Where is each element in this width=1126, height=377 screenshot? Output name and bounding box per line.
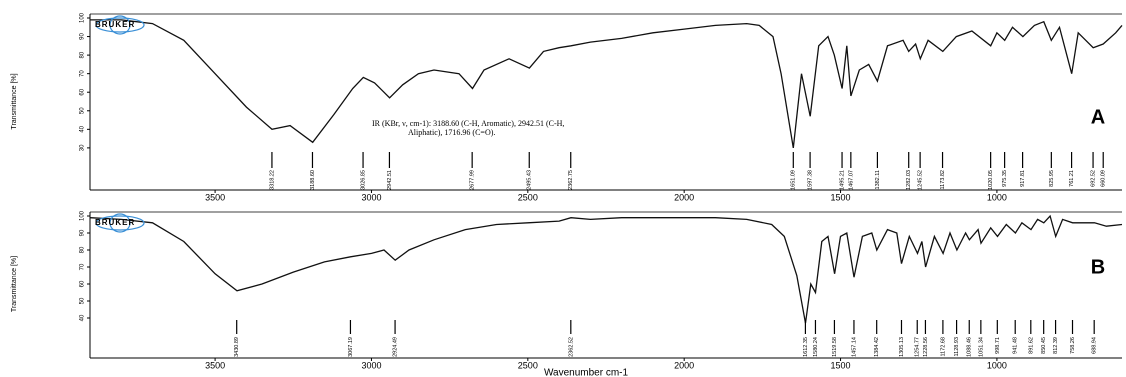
x-axis-label: Wavenumber cm-1 xyxy=(544,368,629,377)
annotation: Aliphatic), 1716.96 (C=O). xyxy=(408,128,495,137)
y-tick-label: 60 xyxy=(80,280,86,287)
x-tick-label: 2000 xyxy=(674,192,694,202)
peak-label: 758.26 xyxy=(1070,337,1076,354)
y-axis-label: Transmittance [%] xyxy=(11,73,18,129)
x-tick-label: 1000 xyxy=(987,360,1007,370)
peak-label: 1228.56 xyxy=(923,337,929,357)
panel-letter: B xyxy=(1091,256,1105,278)
x-tick-label: 1000 xyxy=(987,192,1007,202)
y-tick-label: 30 xyxy=(80,144,86,151)
peak-label: 1305.13 xyxy=(899,337,905,357)
y-tick-label: 80 xyxy=(80,246,86,253)
x-tick-label: 2000 xyxy=(674,360,694,370)
peak-label: 1519.58 xyxy=(832,337,838,357)
logo-ring xyxy=(95,17,145,33)
peak-label: 660.09 xyxy=(1101,170,1107,187)
x-tick-label: 2500 xyxy=(518,360,538,370)
logo-ring xyxy=(109,15,131,35)
peak-label: 1282.03 xyxy=(906,170,912,190)
x-tick-label: 3000 xyxy=(361,192,381,202)
peak-label: 1020.05 xyxy=(988,170,994,190)
peak-label: 1495.21 xyxy=(839,170,845,190)
peak-label: 1467.07 xyxy=(848,170,854,190)
peak-label: 1384.42 xyxy=(874,337,880,357)
y-tick-label: 80 xyxy=(80,51,86,58)
peak-label: 2362.52 xyxy=(568,337,574,357)
y-tick-label: 100 xyxy=(80,210,86,221)
peak-label: 1651.09 xyxy=(791,170,797,190)
peak-label: 3430.89 xyxy=(234,337,240,357)
peak-label: 850.45 xyxy=(1041,337,1047,354)
peak-label: 998.71 xyxy=(995,337,1001,354)
y-tick-label: 70 xyxy=(80,70,86,77)
y-tick-label: 70 xyxy=(80,263,86,270)
peak-label: 2362.75 xyxy=(568,170,574,190)
y-tick-label: 90 xyxy=(80,33,86,40)
peak-label: 1612.35 xyxy=(803,337,809,357)
peak-label: 3318.22 xyxy=(269,170,275,190)
logo-ring xyxy=(109,213,131,233)
peak-label: 2677.99 xyxy=(470,170,476,190)
peak-label: 1254.77 xyxy=(915,337,921,357)
peak-label: 3026.85 xyxy=(361,170,367,190)
x-tick-label: 1500 xyxy=(831,192,851,202)
peak-label: 3188.60 xyxy=(310,170,316,190)
peak-label: 975.35 xyxy=(1002,170,1008,187)
y-axis-label: Transmittance [%] xyxy=(11,256,18,312)
peak-label: 1245.52 xyxy=(918,170,924,190)
peak-label: 1051.34 xyxy=(978,337,984,357)
peak-label: 1088.46 xyxy=(967,337,973,357)
logo-text: BRUKER xyxy=(95,20,135,29)
spectrum-line xyxy=(90,19,1123,149)
y-tick-label: 50 xyxy=(80,107,86,114)
peak-label: 917.81 xyxy=(1020,170,1026,187)
logo-text: BRUKER xyxy=(95,218,135,227)
x-tick-label: 3000 xyxy=(361,360,381,370)
peak-label: 2942.51 xyxy=(387,170,393,190)
peak-label: 1597.38 xyxy=(808,170,814,190)
panel-letter: A xyxy=(1091,106,1105,128)
peak-label: 1382.11 xyxy=(875,170,881,189)
y-tick-label: 50 xyxy=(80,297,86,304)
x-tick-label: 1500 xyxy=(831,360,851,370)
annotation: IR (KBr, ν, cm-1): 3188.60 (C-H, Aromati… xyxy=(372,119,564,128)
peak-label: 941.48 xyxy=(1013,337,1019,354)
x-tick-label: 2500 xyxy=(518,192,538,202)
spectrum-line xyxy=(89,214,1123,324)
peak-label: 692.52 xyxy=(1091,170,1097,187)
peak-label: 825.95 xyxy=(1049,170,1055,187)
peak-label: 1172.68 xyxy=(940,337,946,356)
x-tick-label: 3500 xyxy=(205,192,225,202)
logo-ring xyxy=(95,215,145,231)
y-tick-label: 90 xyxy=(80,229,86,236)
peak-label: 3067.19 xyxy=(348,337,354,357)
x-tick-label: 3500 xyxy=(205,360,225,370)
peak-label: 688.94 xyxy=(1092,337,1098,354)
peak-label: 2924.49 xyxy=(393,337,399,357)
peak-label: 1173.82 xyxy=(940,170,946,189)
peak-label: 1457.14 xyxy=(851,337,857,357)
peak-label: 891.62 xyxy=(1028,337,1034,354)
y-tick-label: 40 xyxy=(80,125,86,132)
peak-label: 1128.93 xyxy=(954,337,960,356)
y-tick-label: 40 xyxy=(80,314,86,321)
y-tick-label: 100 xyxy=(80,12,86,23)
y-tick-label: 60 xyxy=(80,88,86,95)
peak-label: 1580.24 xyxy=(813,337,819,357)
peak-label: 2495.43 xyxy=(527,170,533,190)
peak-label: 761.21 xyxy=(1069,170,1075,187)
peak-label: 812.39 xyxy=(1053,337,1059,354)
